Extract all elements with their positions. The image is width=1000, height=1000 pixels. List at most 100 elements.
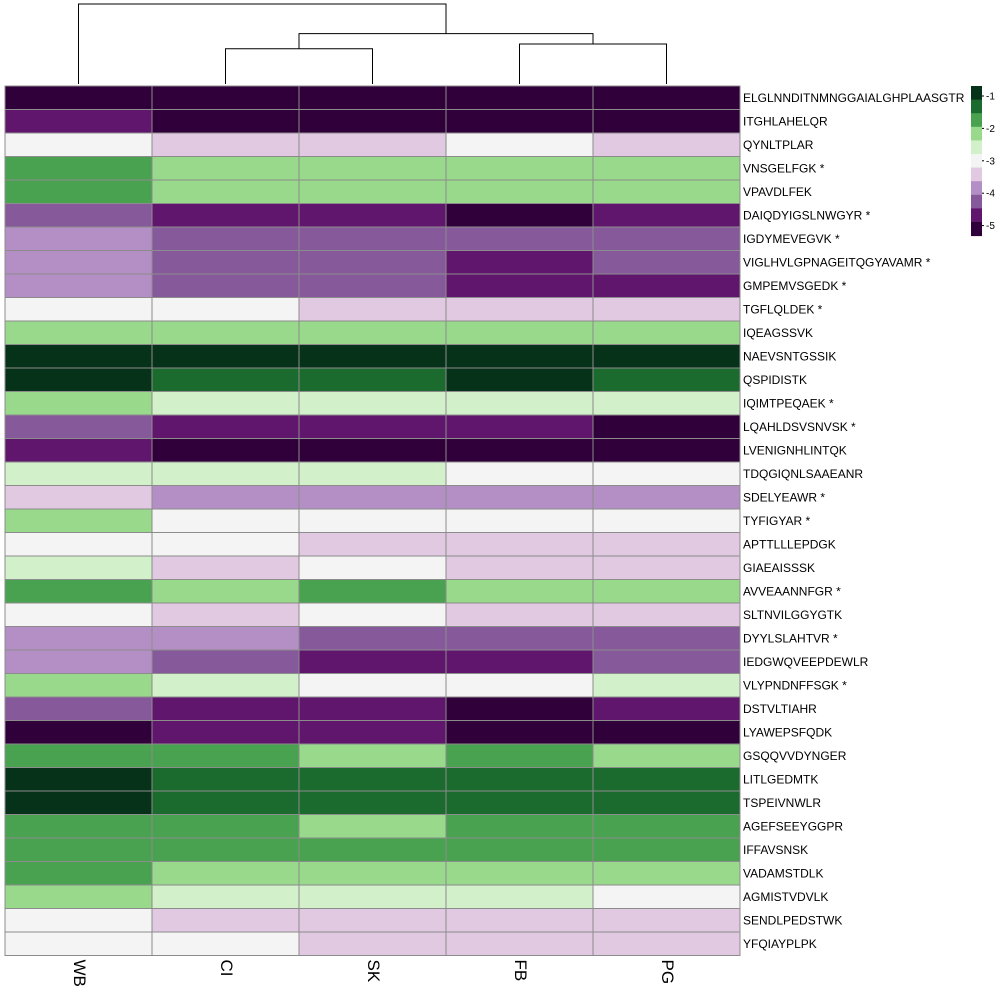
heatmap-cell — [4, 226, 153, 251]
heatmap-cell — [592, 696, 741, 721]
heatmap-cell — [592, 156, 741, 181]
heatmap-cell — [592, 179, 741, 204]
row-label: AGEFSEEYGGPR — [743, 819, 843, 833]
heatmap-cell — [4, 320, 153, 345]
heatmap-cell — [445, 203, 594, 228]
legend-tick-label: -4 — [986, 189, 995, 200]
heatmap-cell — [151, 673, 300, 698]
row-labels: ELGLNNDITNMNGGAIALGHPLAASGTR ITGHLAHELQR Q… — [743, 91, 965, 951]
heatmap-cell — [592, 109, 741, 134]
heatmap-cell — [4, 344, 153, 369]
column-label: PG — [658, 960, 677, 985]
heatmap-cell — [151, 226, 300, 251]
heatmap-cell — [4, 814, 153, 839]
heatmap-cell — [592, 485, 741, 510]
heatmap-cell — [445, 743, 594, 768]
heatmap-cell — [445, 767, 594, 792]
row-label: GMPEMVSGEDK * — [743, 279, 847, 293]
heatmap-cell — [4, 626, 153, 651]
heatmap-cell — [445, 861, 594, 886]
heatmap-cell — [151, 156, 300, 181]
heatmap-cell — [151, 532, 300, 557]
heatmap-cell — [592, 461, 741, 486]
legend-tick-label: -3 — [986, 156, 995, 167]
heatmap-cell — [4, 179, 153, 204]
heatmap-cell — [592, 391, 741, 416]
heatmap-cell — [592, 250, 741, 275]
column-dendrogram — [78, 3, 667, 84]
heatmap-cell — [445, 320, 594, 345]
column-label: FB — [511, 960, 530, 982]
heatmap-cell — [592, 320, 741, 345]
heatmap-cell — [151, 297, 300, 322]
heatmap-cell — [4, 720, 153, 745]
heatmap-cell — [4, 649, 153, 674]
heatmap-border — [4, 85, 741, 956]
heatmap-cell — [4, 85, 153, 110]
heatmap-cell — [4, 908, 153, 933]
heatmap-cell — [4, 508, 153, 533]
heatmap-cell — [592, 790, 741, 815]
heatmap-cell — [592, 85, 741, 110]
dendrogram-branch — [298, 33, 594, 49]
heatmap-cell — [4, 203, 153, 228]
heatmap-cell — [445, 649, 594, 674]
legend-tick-label: -1 — [986, 92, 995, 103]
heatmap-cell — [298, 767, 447, 792]
row-label: IEDGWQVEEPDEWLR — [743, 655, 869, 669]
heatmap-cell — [151, 555, 300, 580]
heatmap-cell — [298, 132, 447, 157]
row-label: IQEAGSSVK — [743, 326, 813, 340]
heatmap-cell — [298, 391, 447, 416]
heatmap-cell — [592, 438, 741, 463]
heatmap-cell — [592, 814, 741, 839]
heatmap-cell — [298, 931, 447, 956]
column-labels: WB CI SK FB PG — [70, 960, 677, 987]
heatmap-cell — [151, 367, 300, 392]
row-label: VLYPNDNFFSGK * — [743, 678, 847, 692]
legend-swatch — [971, 113, 982, 128]
row-label: SENDLPEDSTWK — [743, 913, 842, 927]
heatmap-cell — [151, 320, 300, 345]
heatmap-cell — [298, 179, 447, 204]
heatmap-cell — [298, 485, 447, 510]
dendrogram-branch — [225, 48, 373, 84]
row-label: DSTVLTIAHR — [743, 702, 817, 716]
row-label: LQAHLDSVSNVSK * — [743, 420, 856, 434]
heatmap-cell — [445, 532, 594, 557]
heatmap-cell — [445, 132, 594, 157]
heatmap-cell — [592, 508, 741, 533]
heatmap-cell — [298, 626, 447, 651]
heatmap-cell — [4, 884, 153, 909]
heatmap-cell — [298, 414, 447, 439]
heatmap-cell — [151, 132, 300, 157]
heatmap-cell — [151, 884, 300, 909]
heatmap-cell — [592, 344, 741, 369]
row-label: LYAWEPSFQDK — [743, 725, 832, 739]
heatmap-cell — [298, 85, 447, 110]
heatmap-cell — [592, 414, 741, 439]
heatmap-cell — [298, 908, 447, 933]
heatmap-cell — [298, 696, 447, 721]
heatmap-cell — [445, 156, 594, 181]
row-label: SDELYEAWR * — [743, 490, 825, 504]
row-label: IFFAVSNSK — [743, 843, 808, 857]
row-label: IQIMTPEQAEK * — [743, 396, 834, 410]
heatmap-cell — [4, 414, 153, 439]
heatmap-cell — [4, 602, 153, 627]
heatmap-cell — [151, 790, 300, 815]
heatmap-cell — [592, 203, 741, 228]
row-label: DYYLSLAHTVR * — [743, 631, 838, 645]
row-label: QSPIDISTK — [743, 373, 807, 387]
heatmap-cell — [445, 226, 594, 251]
heatmap-cell — [151, 649, 300, 674]
row-label: VNSGELFGK * — [743, 161, 825, 175]
heatmap-cell — [592, 908, 741, 933]
heatmap-cell — [592, 720, 741, 745]
heatmap-cell — [592, 931, 741, 956]
row-label: VADAMSTDLK — [743, 866, 823, 880]
row-label: NAEVSNTGSSIK — [743, 349, 836, 363]
heatmap-cell — [445, 85, 594, 110]
heatmap-cell — [298, 532, 447, 557]
heatmap-cell — [445, 602, 594, 627]
